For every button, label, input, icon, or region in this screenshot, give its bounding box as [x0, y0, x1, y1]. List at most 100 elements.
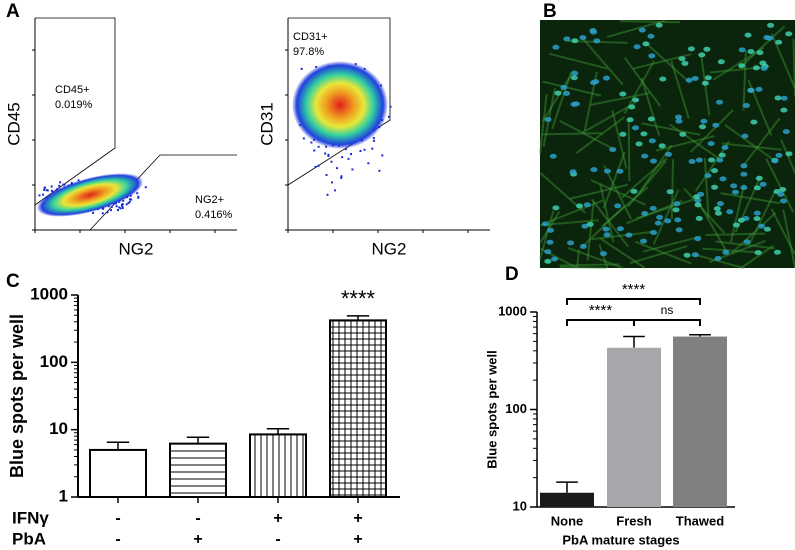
nucleus [782, 129, 790, 135]
fiber [580, 205, 625, 249]
nucleus [730, 183, 738, 189]
fiber [655, 135, 715, 152]
nucleus [726, 209, 734, 215]
event-dot [351, 168, 354, 171]
nucleus [659, 76, 667, 82]
nucleus [603, 232, 611, 238]
nucleus [641, 210, 649, 216]
y-tick-label: 10 [513, 498, 527, 513]
event-dot [314, 165, 317, 168]
event-dot [58, 184, 61, 187]
nucleus [642, 41, 650, 47]
bracket [633, 319, 701, 326]
bar [249, 433, 307, 499]
nucleus [763, 226, 771, 232]
nucleus [691, 76, 699, 82]
fiber [765, 158, 795, 213]
event-dot [125, 203, 128, 206]
nucleus [703, 46, 711, 52]
nucleus [713, 206, 721, 212]
nucleus [704, 173, 712, 179]
nucleus [640, 238, 648, 244]
nucleus [614, 203, 622, 209]
row-value: + [273, 510, 282, 527]
nucleus [694, 202, 702, 208]
event-dot [372, 139, 375, 142]
nucleus [650, 230, 658, 236]
bracket [566, 319, 635, 326]
event-dot [317, 164, 320, 167]
fiber [697, 201, 730, 255]
fiber [715, 240, 776, 250]
nucleus [666, 189, 674, 195]
event-dot [119, 207, 122, 210]
nucleus [740, 171, 748, 177]
bar [540, 492, 594, 507]
nucleus [691, 252, 699, 258]
fiber [683, 187, 726, 234]
nucleus [570, 101, 578, 107]
gate-label: CD45+ [55, 84, 90, 96]
nucleus [581, 223, 589, 229]
nucleus [593, 38, 601, 44]
nucleus [648, 138, 656, 144]
bar [89, 448, 147, 498]
nucleus [576, 203, 584, 209]
nucleus [777, 191, 785, 197]
fiber [559, 263, 620, 267]
fiber [640, 77, 661, 136]
fiber [539, 210, 555, 260]
y-axis-label: CD45 [4, 102, 23, 145]
nucleus [647, 33, 655, 39]
event-dot [300, 67, 303, 70]
fiber [721, 142, 782, 151]
nucleus [549, 153, 557, 159]
nucleus [675, 118, 683, 124]
nucleus [717, 59, 725, 65]
fiber [739, 25, 786, 68]
fiber [652, 189, 680, 245]
y-tick-label: 1000 [30, 284, 68, 303]
bar [329, 319, 387, 499]
nucleus [716, 157, 724, 163]
nucleus [785, 151, 793, 157]
event-dot [115, 205, 118, 208]
gate-label: CD31+ [293, 31, 328, 43]
row-label: IFNγ [12, 508, 49, 527]
event-dot [340, 176, 343, 179]
fiber [590, 92, 650, 106]
nucleus [628, 104, 636, 110]
nucleus [552, 205, 560, 211]
fiber [621, 157, 668, 199]
event-dot [387, 115, 390, 118]
row-value: + [193, 531, 202, 548]
event-dot [359, 150, 362, 153]
panel-label: B [543, 1, 557, 22]
fiber [623, 57, 662, 107]
nucleus [731, 189, 739, 195]
fiber [567, 246, 624, 269]
event-dot [122, 199, 125, 202]
nucleus [771, 158, 779, 164]
nucleus [695, 157, 703, 163]
nucleus [755, 175, 763, 181]
nucleus [656, 214, 664, 220]
fiber [782, 209, 795, 268]
fiber [598, 244, 609, 269]
nucleus [648, 53, 656, 59]
panel-label: D [505, 264, 519, 285]
event-dot [43, 186, 46, 189]
nucleus [707, 141, 715, 147]
nucleus [602, 226, 610, 232]
event-dot [327, 155, 330, 158]
nucleus [650, 158, 658, 164]
nucleus [780, 107, 788, 113]
nucleus [655, 22, 663, 28]
bar [169, 442, 227, 499]
event-dot [341, 156, 344, 159]
fiber [559, 120, 614, 150]
event-dot [42, 193, 45, 196]
nucleus [754, 250, 762, 256]
nucleus [704, 75, 712, 81]
bracket [566, 298, 701, 305]
